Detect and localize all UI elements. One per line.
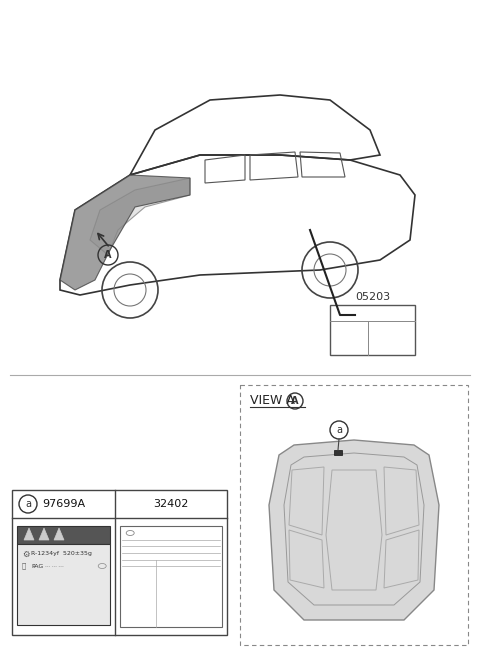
Text: a: a <box>336 425 342 435</box>
Text: 🍃: 🍃 <box>22 563 26 569</box>
Bar <box>17 526 110 544</box>
Polygon shape <box>60 175 190 290</box>
Bar <box>334 450 342 455</box>
Polygon shape <box>54 528 64 540</box>
Text: A: A <box>291 396 299 406</box>
Polygon shape <box>39 528 49 540</box>
Text: PAG: PAG <box>31 564 43 569</box>
Text: ⚙: ⚙ <box>22 550 29 558</box>
Bar <box>120 526 222 627</box>
Bar <box>240 385 468 645</box>
Text: 97699A: 97699A <box>42 499 85 509</box>
Text: --- --- ---: --- --- --- <box>45 564 64 569</box>
Text: a: a <box>25 499 31 509</box>
Text: A: A <box>104 250 112 260</box>
Polygon shape <box>269 440 439 620</box>
Text: 32402: 32402 <box>154 499 189 509</box>
Text: VIEW A: VIEW A <box>250 394 295 407</box>
Polygon shape <box>24 528 34 540</box>
Text: 05203: 05203 <box>355 292 390 302</box>
Bar <box>12 490 227 635</box>
Bar <box>17 544 110 625</box>
Text: R-1234yf  520±35g: R-1234yf 520±35g <box>31 552 92 556</box>
Bar <box>330 305 415 355</box>
Polygon shape <box>90 178 190 255</box>
